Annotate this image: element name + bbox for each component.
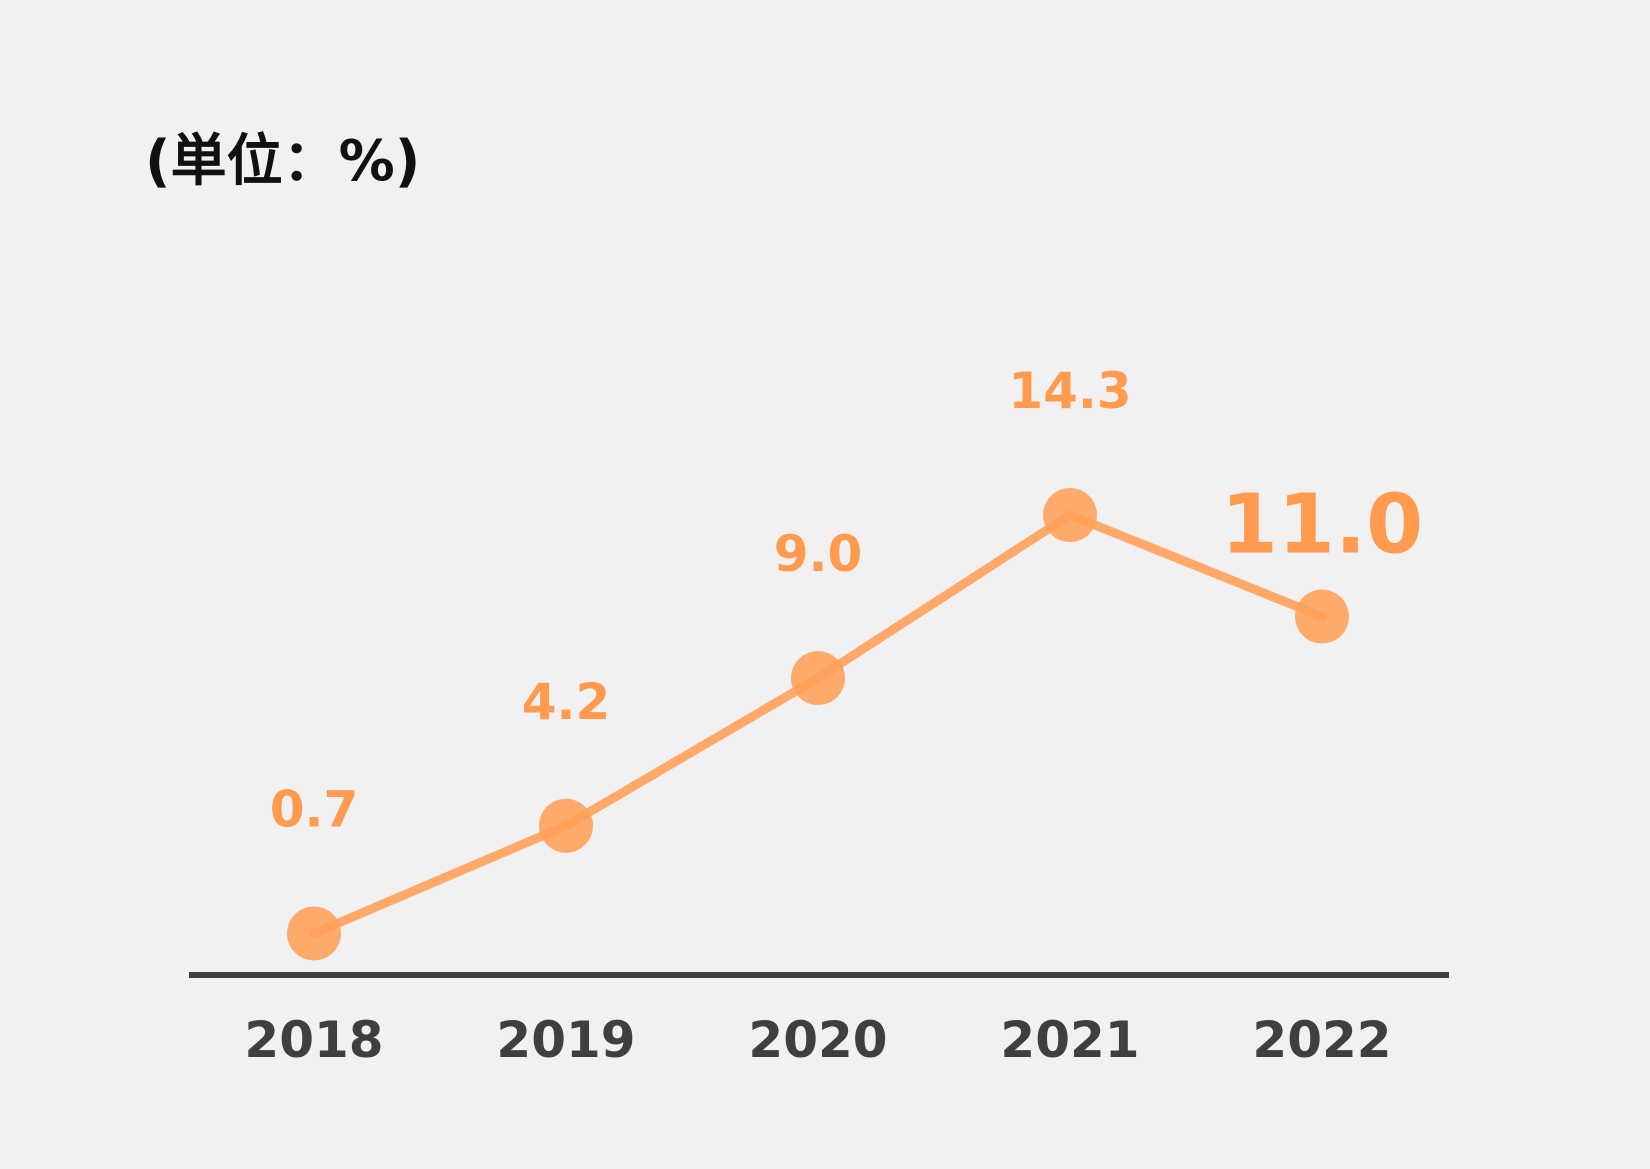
data-point-2018: [287, 906, 341, 961]
data-point-2019: [539, 798, 593, 853]
data-label-2019: 4.2: [522, 673, 611, 731]
markers-layer: [287, 488, 1349, 961]
data-point-2021: [1043, 488, 1097, 542]
ticks-layer: 2018 2019 2020 2021 2022: [244, 1011, 1391, 1069]
x-tick-label-2021: 2021: [1000, 1011, 1139, 1069]
x-tick-label-2022: 2022: [1252, 1011, 1391, 1069]
x-tick-label-2018: 2018: [244, 1011, 383, 1069]
data-label-2018: 0.7: [270, 780, 359, 838]
x-tick-label-2019: 2019: [496, 1011, 635, 1069]
labels-layer: 0.7 4.2 9.0 14.3 11.0: [270, 362, 1423, 838]
data-point-2022: [1295, 589, 1349, 644]
data-point-2020: [791, 651, 845, 706]
unit-label: (単位：%): [145, 129, 420, 194]
data-label-2021: 14.3: [1008, 362, 1131, 420]
data-label-2020: 9.0: [774, 525, 863, 583]
x-tick-label-2020: 2020: [748, 1011, 887, 1069]
data-label-2022: 11.0: [1221, 478, 1423, 573]
